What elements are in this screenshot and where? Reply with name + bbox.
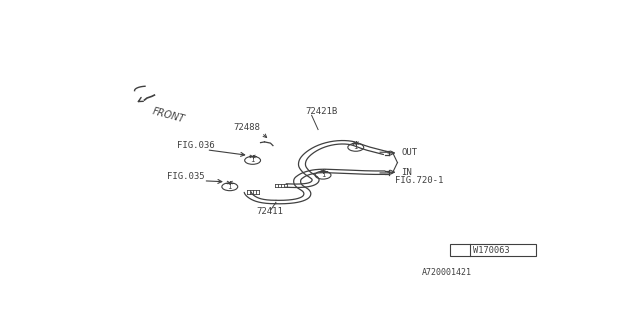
- Text: A720001421: A720001421: [422, 268, 472, 277]
- Text: 72421B: 72421B: [306, 107, 338, 116]
- Text: 72488: 72488: [234, 123, 260, 132]
- Text: IN: IN: [401, 168, 412, 177]
- Text: 1: 1: [353, 144, 358, 150]
- Text: FIG.036: FIG.036: [177, 141, 214, 150]
- Bar: [449, 244, 536, 256]
- Text: 1: 1: [321, 172, 325, 178]
- Text: 1: 1: [250, 157, 255, 164]
- Text: FIG.720-1: FIG.720-1: [395, 176, 444, 185]
- Text: W170063: W170063: [473, 245, 509, 254]
- Text: FIG.035: FIG.035: [167, 172, 204, 181]
- Text: 1: 1: [458, 247, 462, 253]
- Text: 72411: 72411: [256, 207, 283, 216]
- Text: FRONT: FRONT: [151, 106, 186, 124]
- Text: OUT: OUT: [401, 148, 417, 157]
- Text: 1: 1: [228, 184, 232, 190]
